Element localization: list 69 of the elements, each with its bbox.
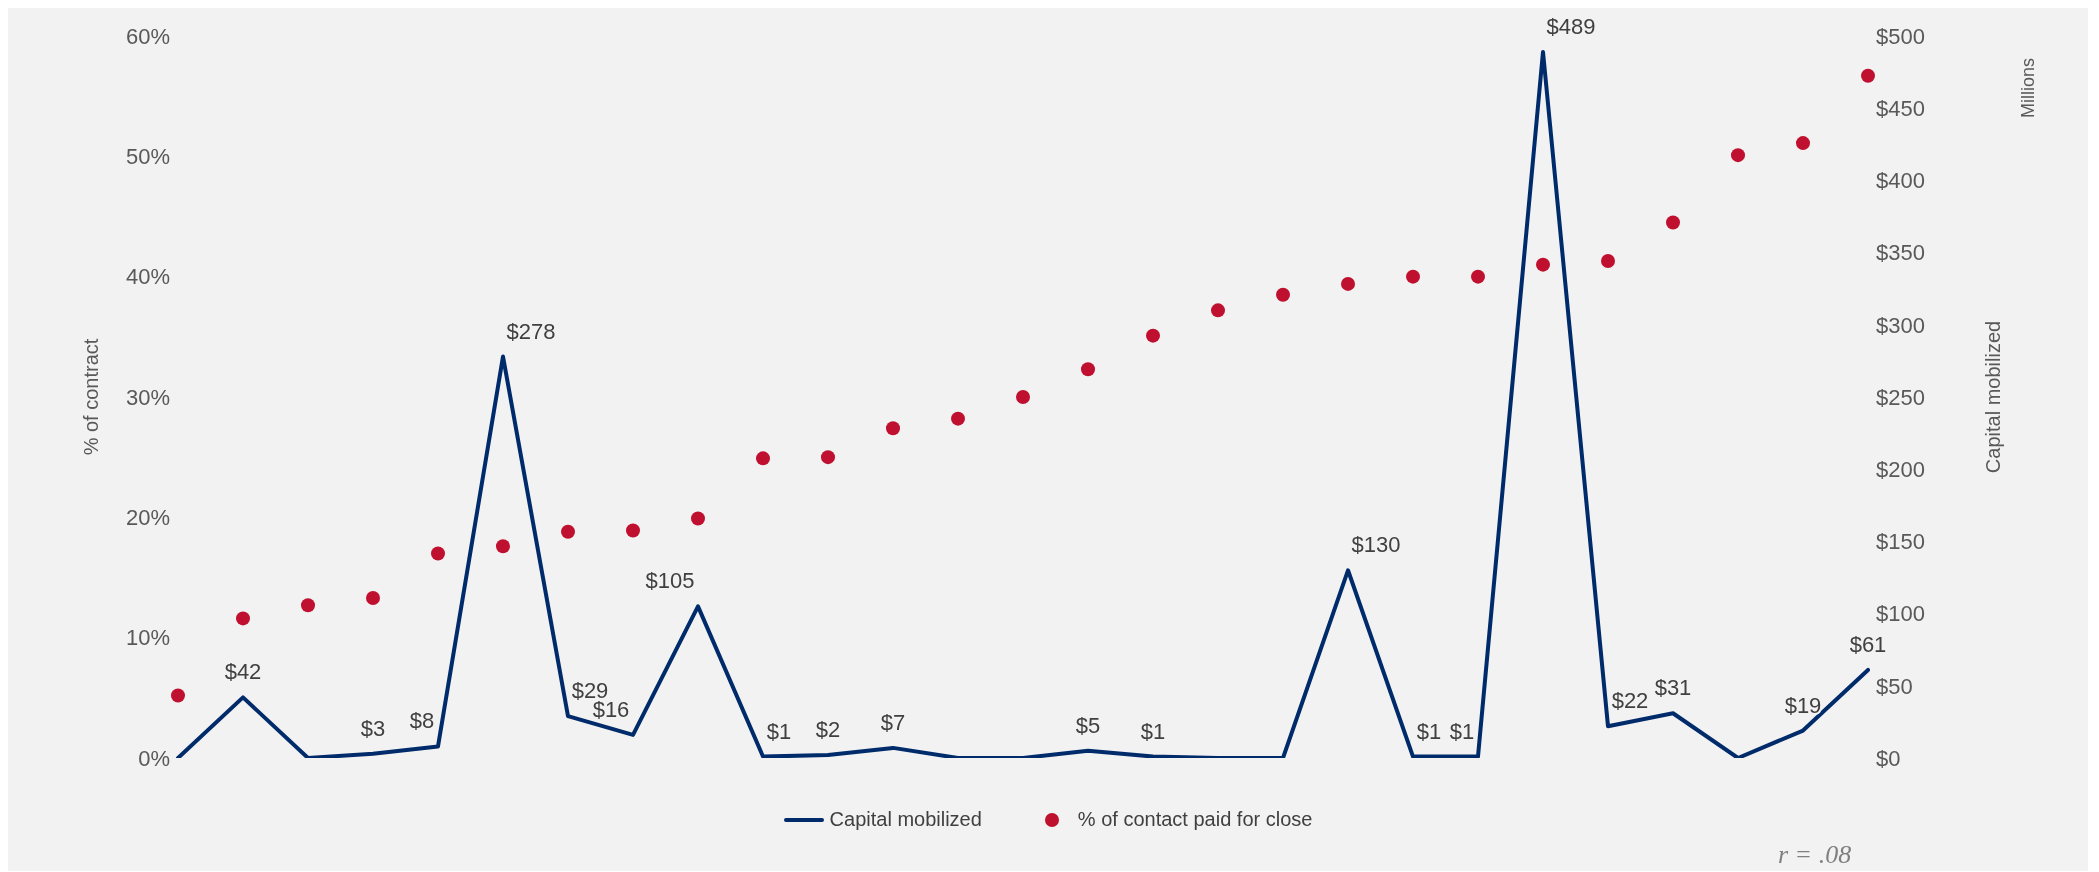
y2-axis-title: Capital mobilized xyxy=(1982,320,2005,474)
text: r = .08 xyxy=(1778,840,1852,870)
y2-tick-label: $400 xyxy=(1876,168,1925,194)
legend-label: % of contact paid for close xyxy=(1076,808,1313,831)
data-label: $2 xyxy=(815,717,841,743)
data-label: $1 xyxy=(766,718,792,744)
y-tick-label: 10% xyxy=(125,625,170,651)
point xyxy=(366,590,380,605)
point xyxy=(1081,362,1095,377)
point xyxy=(756,451,770,466)
point xyxy=(1536,257,1550,272)
data-label: $1 xyxy=(1140,718,1166,744)
data-label: $105 xyxy=(645,568,695,594)
data-label: $19 xyxy=(1784,692,1822,718)
data-label: $22 xyxy=(1611,688,1649,714)
point xyxy=(236,611,250,626)
point xyxy=(171,688,185,703)
point xyxy=(1211,303,1225,318)
point xyxy=(431,546,445,561)
data-label: $5 xyxy=(1075,712,1101,738)
y2-tick-label: $500 xyxy=(1876,23,1925,49)
point xyxy=(1666,215,1680,230)
point xyxy=(691,511,705,526)
y-tick-label: 40% xyxy=(125,264,170,290)
y2-tick-label: $350 xyxy=(1876,240,1925,266)
y-tick-label: 20% xyxy=(125,505,170,531)
point xyxy=(496,539,510,554)
point xyxy=(1276,287,1290,302)
data-label: $61 xyxy=(1849,631,1887,657)
data-label: $3 xyxy=(360,715,386,741)
y-tick-label: 0% xyxy=(138,745,170,771)
point xyxy=(1471,269,1485,284)
point xyxy=(821,450,835,465)
y-tick-label: 30% xyxy=(125,384,170,410)
data-label: $31 xyxy=(1654,675,1692,701)
data-label: $278 xyxy=(506,318,556,344)
point xyxy=(1146,328,1160,343)
point xyxy=(1406,269,1420,284)
legend-label: Capital mobilized xyxy=(828,808,982,831)
point xyxy=(1731,148,1745,163)
point xyxy=(886,421,900,436)
point xyxy=(1016,390,1030,404)
point xyxy=(951,411,965,426)
y-tick-label: 50% xyxy=(125,144,170,170)
point xyxy=(626,523,640,538)
text: Millions xyxy=(2018,57,2039,118)
data-label: $489 xyxy=(1546,13,1596,39)
point xyxy=(1601,254,1615,269)
y2-tick-label: $100 xyxy=(1876,601,1925,627)
y-axis-title: % of contract xyxy=(80,338,103,456)
data-label: $8 xyxy=(409,708,435,734)
point xyxy=(1341,276,1355,291)
y2-tick-label: $250 xyxy=(1876,384,1925,410)
y2-tick-label: $300 xyxy=(1876,312,1925,338)
data-label: $1 xyxy=(1449,718,1475,744)
data-label: $7 xyxy=(880,709,906,735)
y2-tick-label: $200 xyxy=(1876,457,1925,483)
data-label: $1 xyxy=(1416,718,1442,744)
point xyxy=(561,524,575,539)
data-label: $130 xyxy=(1351,532,1401,558)
y-tick-label: 60% xyxy=(125,23,170,49)
point xyxy=(301,598,315,613)
y2-tick-label: $150 xyxy=(1876,529,1925,555)
data-label: $42 xyxy=(224,659,262,685)
y2-tick-label: $0 xyxy=(1876,745,1901,771)
y2-tick-label: $50 xyxy=(1876,673,1913,699)
point xyxy=(1796,136,1810,151)
y2-tick-label: $450 xyxy=(1876,96,1925,122)
point xyxy=(1861,68,1875,83)
